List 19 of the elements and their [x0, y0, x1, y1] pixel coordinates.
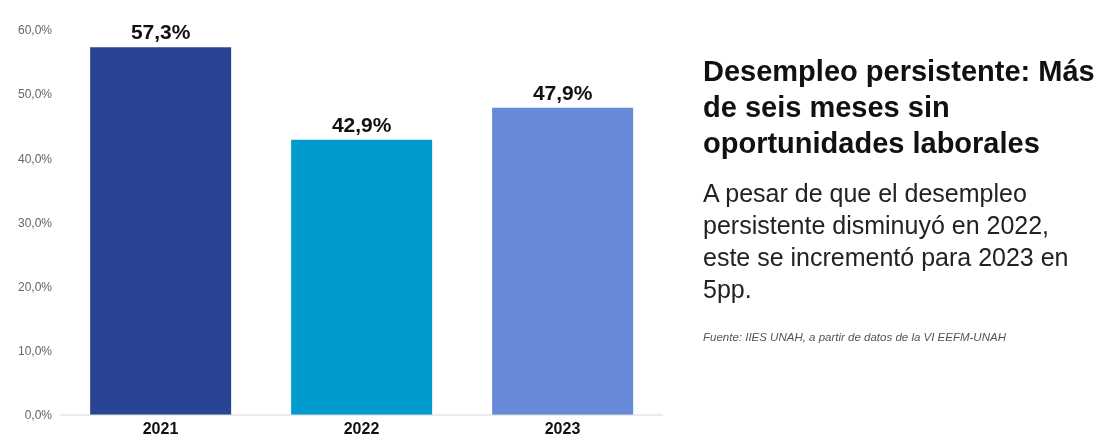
- data-label: 42,9%: [331, 112, 392, 136]
- y-tick-label: 30,0%: [17, 215, 53, 230]
- y-tick-label: 50,0%: [17, 87, 53, 102]
- x-tick-label: 2022: [343, 420, 380, 438]
- y-tick-label: 40,0%: [17, 151, 53, 166]
- data-label: 57,3%: [130, 20, 191, 44]
- x-tick-label: 2021: [142, 420, 179, 438]
- x-tick-label: 2023: [544, 420, 581, 438]
- text: Desempleo persistente: Más de seis meses sin oportunidades laborales: [703, 54, 1096, 161]
- text: A pesar de que el desempleo persistente disminuyó en 2022, este se incrementó para 2023 en 5pp.: [703, 178, 1070, 305]
- bar: [492, 107, 634, 415]
- y-tick-label: 60,0%: [17, 23, 53, 38]
- bar: [291, 139, 433, 415]
- data-label: 47,9%: [532, 80, 593, 104]
- y-tick-label: 0,0%: [24, 408, 53, 423]
- source-note: Fuente: IIES UNAH, a partir de datos de la VI EEFM-UNAH: [703, 331, 1007, 343]
- bar: [90, 47, 232, 415]
- y-tick-label: 20,0%: [17, 279, 53, 294]
- y-tick-label: 10,0%: [17, 344, 53, 359]
